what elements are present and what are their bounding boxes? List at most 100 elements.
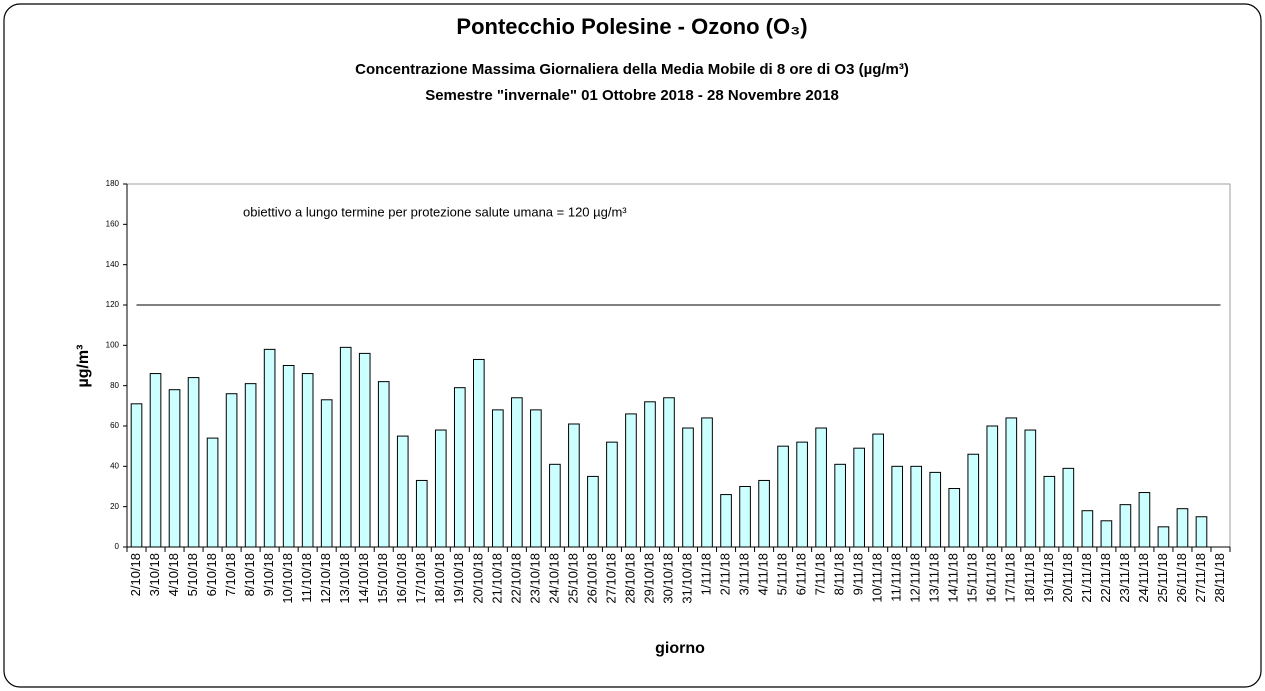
x-tick-label: 20/10/18	[470, 553, 485, 604]
bar	[758, 479, 770, 548]
x-tick-label: 8/11/18	[832, 553, 847, 595]
bar	[492, 409, 504, 548]
bar	[1176, 508, 1189, 548]
bar	[929, 471, 942, 548]
y-tick-label: 100	[106, 340, 120, 349]
x-tick-label: 29/10/18	[641, 553, 656, 604]
bar	[415, 479, 428, 548]
bar	[511, 397, 523, 548]
bar	[644, 401, 656, 548]
y-axis-label: µg/m³	[75, 345, 92, 388]
y-tick-label: 40	[110, 461, 119, 470]
bar	[320, 399, 333, 548]
bar	[549, 463, 561, 548]
x-tick-label: 19/11/18	[1041, 553, 1056, 603]
x-tick-label: 10/11/18	[870, 553, 885, 603]
x-tick-label: 17/10/18	[413, 553, 428, 604]
bar	[739, 486, 751, 548]
bar	[777, 445, 789, 548]
x-tick-label: 27/11/18	[1193, 553, 1208, 603]
x-tick-label: 28/11/18	[1212, 553, 1227, 603]
bar	[853, 447, 865, 548]
x-tick-label: 16/10/18	[394, 553, 409, 604]
x-tick-label: 6/11/18	[794, 553, 809, 595]
bar	[396, 435, 409, 548]
x-tick-label: 11/10/18	[299, 553, 314, 603]
bar	[282, 365, 295, 548]
bar	[225, 393, 238, 548]
y-tick-label: 140	[106, 260, 120, 269]
bar	[663, 397, 675, 548]
x-tick-label: 28/10/18	[622, 553, 637, 604]
bar	[1157, 526, 1170, 548]
bar	[720, 494, 732, 548]
bar	[606, 441, 618, 548]
x-tick-label: 12/10/18	[318, 553, 333, 604]
bar	[872, 433, 885, 548]
bar	[206, 437, 219, 548]
x-tick-label: 25/10/18	[565, 553, 580, 604]
y-tick-label: 60	[110, 421, 119, 430]
x-tick-label: 23/11/18	[1117, 553, 1132, 603]
bar	[1081, 510, 1094, 548]
bar	[1138, 492, 1151, 548]
x-tick-label: 6/10/18	[204, 553, 219, 596]
x-tick-label: 26/11/18	[1174, 553, 1189, 603]
x-tick-label: 5/10/18	[185, 553, 200, 596]
x-tick-label: 18/10/18	[432, 553, 447, 604]
bar	[301, 373, 314, 548]
bar	[472, 358, 485, 548]
y-tick-label: 0	[115, 542, 120, 551]
x-tick-label: 7/10/18	[223, 553, 238, 596]
y-tick-label: 160	[106, 219, 120, 228]
x-tick-label: 2/10/18	[128, 553, 143, 596]
bar	[986, 425, 999, 548]
bar	[434, 429, 447, 548]
bar	[701, 417, 713, 548]
bar	[130, 403, 143, 548]
x-tick-label: 27/10/18	[603, 553, 618, 604]
x-tick-label: 20/11/18	[1060, 553, 1075, 603]
bar	[568, 423, 580, 548]
x-tick-label: 7/11/18	[813, 553, 828, 595]
bar	[625, 413, 637, 548]
x-tick-label: 15/11/18	[965, 553, 980, 603]
bar	[682, 427, 694, 548]
annotation: obiettivo a lungo termine per protezione…	[243, 204, 627, 219]
x-tick-label: 10/10/18	[280, 553, 295, 604]
bar	[891, 465, 904, 548]
x-tick-label: 13/11/18	[927, 553, 942, 603]
bar	[149, 373, 162, 548]
x-tick-label: 2/11/18	[717, 553, 732, 595]
bar	[453, 387, 466, 548]
y-tick-label: 80	[110, 381, 119, 390]
x-tick-label: 22/11/18	[1098, 553, 1113, 603]
x-tick-label: 4/10/18	[166, 553, 181, 596]
bar	[1195, 516, 1208, 548]
x-tick-label: 14/10/18	[356, 553, 371, 604]
x-tick-label: 19/10/18	[451, 553, 466, 604]
bar	[168, 389, 181, 548]
x-tick-label: 12/11/18	[908, 553, 923, 603]
bar	[815, 427, 827, 548]
x-tick-label: 14/11/18	[946, 553, 961, 603]
x-tick-label: 17/11/18	[1003, 553, 1018, 603]
x-tick-label: 3/11/18	[736, 553, 751, 595]
x-tick-label: 13/10/18	[337, 553, 352, 604]
bar	[1043, 475, 1056, 548]
x-tick-label: 9/11/18	[851, 553, 866, 595]
x-tick-label: 4/11/18	[756, 553, 771, 595]
chart-subtitle: Semestre "invernale" 01 Ottobre 2018 - 2…	[425, 87, 839, 104]
x-tick-label: 5/11/18	[775, 553, 790, 595]
y-tick-label: 180	[106, 179, 120, 188]
x-tick-label: 24/10/18	[546, 553, 561, 604]
bar	[967, 453, 980, 548]
x-tick-label: 9/10/18	[261, 553, 276, 596]
bar	[377, 381, 390, 548]
x-tick-label: 1/11/18	[698, 553, 713, 595]
bar	[244, 383, 257, 548]
bar	[587, 475, 599, 548]
x-tick-label: 21/11/18	[1079, 553, 1094, 603]
x-tick-label: 18/11/18	[1022, 553, 1037, 603]
